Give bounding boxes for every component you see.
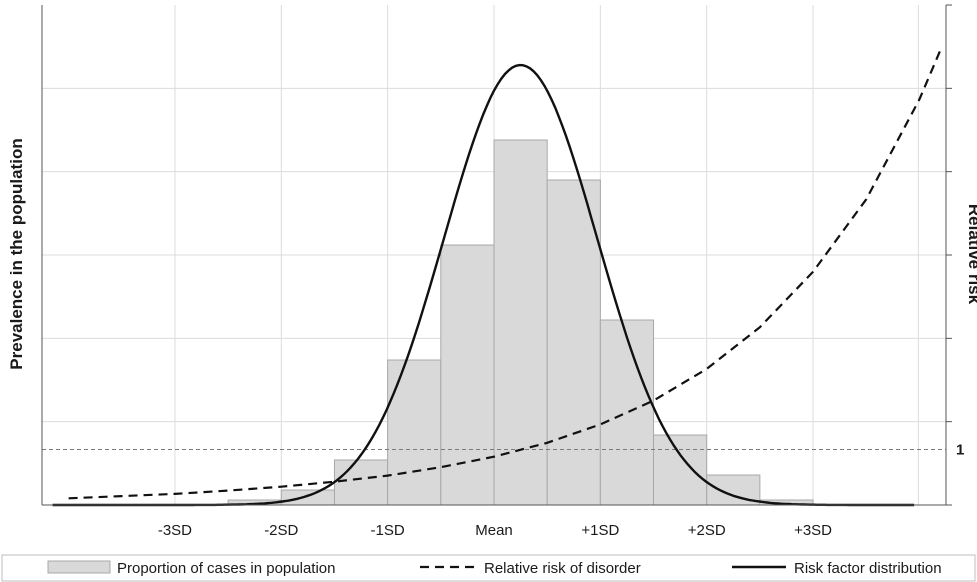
x-tick-label: -1SD	[371, 522, 405, 539]
bar	[546, 179, 601, 506]
x-tick-labels: -3SD -2SD -1SD Mean +1SD +2SD +3SD	[158, 522, 832, 539]
x-tick-label: +2SD	[688, 522, 726, 539]
x-tick-label: Mean	[475, 522, 513, 539]
bar	[280, 489, 335, 506]
legend-frame	[1, 554, 976, 582]
bar	[333, 459, 389, 506]
y-axis-left-title: Prevalence in the population	[7, 138, 26, 369]
y-axis-right-title: Relative risk	[965, 204, 977, 305]
legend: Proportion of cases in population Relati…	[1, 554, 976, 582]
x-tick-label: +1SD	[581, 522, 619, 539]
axes	[41, 4, 952, 506]
relative-risk-line	[68, 48, 942, 500]
legend-label-distribution: Risk factor distribution	[794, 560, 942, 577]
bar	[387, 359, 442, 506]
legend-label-risk: Relative risk of disorder	[484, 560, 641, 577]
legend-swatch-bars	[47, 560, 111, 574]
reference-line-label: 1	[956, 441, 964, 458]
bar	[599, 319, 655, 506]
x-tick-label: +3SD	[794, 522, 832, 539]
legend-label-bars: Proportion of cases in population	[117, 560, 335, 577]
bars	[227, 139, 814, 506]
x-tick-label: -2SD	[264, 522, 298, 539]
x-tick-label: -3SD	[158, 522, 192, 539]
bar	[653, 434, 708, 506]
